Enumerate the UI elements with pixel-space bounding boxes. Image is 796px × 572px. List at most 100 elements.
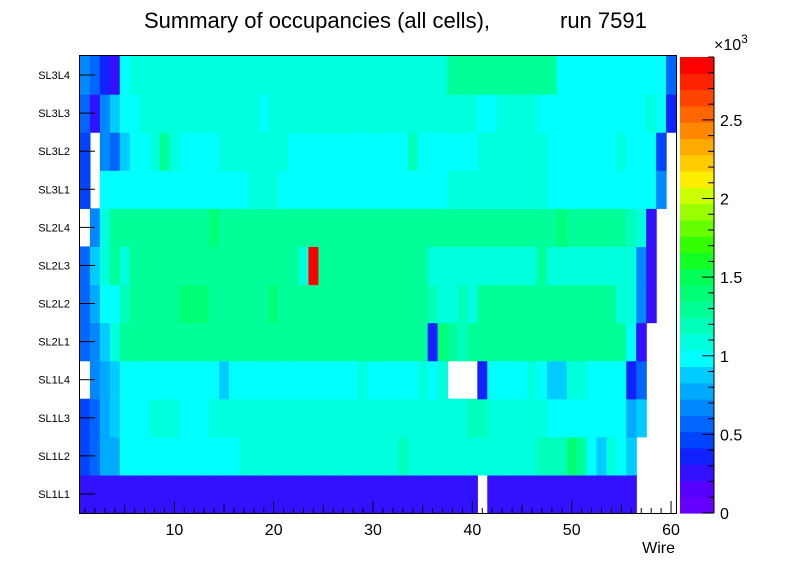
heatmap-cell [487,56,498,95]
heatmap-cell [119,474,131,514]
heatmap-cell [119,132,131,171]
heatmap-cell [338,246,349,286]
heatmap-cell [636,132,647,171]
heatmap-cell [358,170,369,209]
heatmap-cell [348,94,359,133]
heatmap-cell [397,474,409,514]
heatmap-cell [219,360,230,400]
heatmap-cell [546,474,558,514]
heatmap-cell [209,56,220,95]
heatmap-cell [238,56,250,95]
heatmap-cell [596,322,608,362]
heatmap-cell [89,322,101,362]
heatmap-cell [596,360,608,400]
heatmap-cell [288,208,300,248]
heatmap-cell [437,170,449,209]
heatmap-cell [378,246,389,286]
heatmap-cell [556,94,568,133]
heatmap-cell [606,208,617,248]
heatmap-cell [517,170,528,209]
heatmap-cell [616,208,627,248]
heatmap-cell [199,322,210,362]
heatmap-cell [487,284,498,324]
heatmap-cell [199,360,210,400]
color-scale-band [680,122,714,140]
heatmap-cell [487,170,498,209]
heatmap-cell [318,246,329,286]
heatmap-cell [517,284,528,324]
heatmap-cell [238,94,250,133]
heatmap-cell [238,322,250,362]
heatmap-cell [417,398,429,438]
heatmap-cell [606,474,617,514]
heatmap-cell [109,94,121,133]
heatmap-cell [447,170,459,209]
heatmap-cell [258,284,270,324]
heatmap-cell [576,94,588,133]
heatmap-cell [179,246,190,286]
z-tick-label: 2 [720,192,729,209]
heatmap-cell [646,94,657,133]
heatmap-cell [248,284,260,324]
heatmap-cell [626,284,637,324]
heatmap-cell [566,284,578,324]
z-tick-label: 0 [720,506,729,523]
heatmap-cell [278,284,290,324]
heatmap-cell [427,132,439,171]
heatmap-cell [149,246,161,286]
heatmap-cell [566,322,578,362]
heatmap-cell [139,398,151,438]
heatmap-cell [467,56,478,95]
heatmap-cell [576,56,588,95]
heatmap-cell [636,56,647,95]
heatmap-cell [397,94,409,133]
heatmap-cell [576,398,588,438]
heatmap-cell [149,208,161,248]
heatmap-cell [497,170,508,209]
heatmap-cell [248,170,260,209]
heatmap-cell [288,360,300,400]
color-scale-band [680,203,714,221]
heatmap-cell [556,246,568,286]
heatmap-cell [238,398,250,438]
color-scale-exponent: ×103 [714,32,748,54]
heatmap-cell [467,132,478,171]
heatmap-cell [427,322,439,362]
heatmap-cell [606,398,617,438]
heatmap-cell [517,56,528,95]
heatmap-cell [527,170,538,209]
heatmap-cell [318,284,329,324]
heatmap-cell [497,94,508,133]
heatmap-cell [268,94,280,133]
heatmap-cell [318,132,329,171]
heatmap-cell [586,56,598,95]
heatmap-cell [546,360,558,400]
heatmap-cell [159,284,170,324]
heatmap-cell [199,208,210,248]
heatmap-cell [89,360,101,400]
heatmap-cell [179,94,190,133]
color-scale-band [680,187,714,205]
heatmap-cell [457,132,468,171]
heatmap-cell [417,474,429,514]
heatmap-cell [368,474,379,514]
heatmap-cell [507,56,518,95]
heatmap-cell [149,94,161,133]
heatmap-cell [407,208,419,248]
heatmap-cell [527,246,538,286]
heatmap-cell [447,436,459,476]
heatmap-cell [437,208,449,248]
heatmap-cell [427,94,439,133]
heatmap-cell [189,132,200,171]
heatmap-cell [397,436,409,476]
color-scale-band [680,236,714,254]
heatmap-cell [586,474,598,514]
heatmap-cell [427,170,439,209]
z-tick-label: 1 [720,349,729,366]
color-scale-band [680,268,714,286]
heatmap-cell [368,246,379,286]
heatmap-cell [109,398,121,438]
heatmap-cell [209,208,220,248]
heatmap-cell [248,208,260,248]
heatmap-cell [348,436,359,476]
